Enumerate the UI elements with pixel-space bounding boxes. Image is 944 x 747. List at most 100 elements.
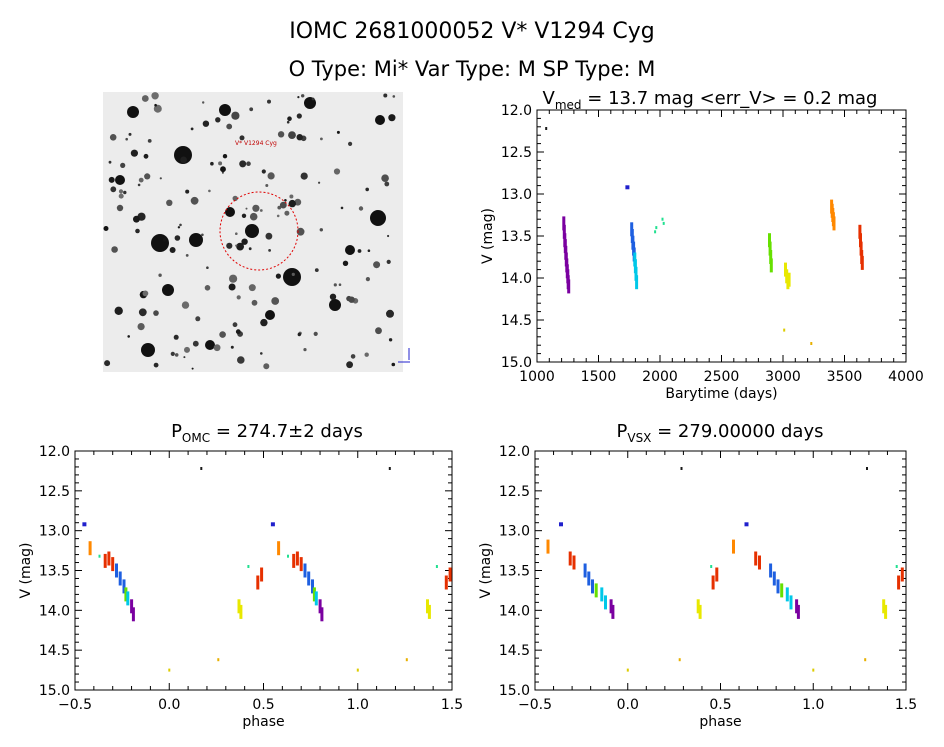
data-point	[287, 554, 289, 558]
star	[391, 362, 396, 367]
x-tick-label: 0.0	[158, 697, 180, 713]
star	[189, 233, 203, 247]
star	[159, 177, 162, 180]
star	[311, 97, 315, 101]
star	[288, 131, 296, 140]
y-tick-label: 13.5	[499, 564, 530, 580]
star	[115, 175, 125, 185]
x-tick-label: 0.0	[617, 697, 639, 713]
data-point	[237, 599, 241, 614]
star	[229, 274, 238, 283]
star	[249, 212, 258, 221]
y-tick-label: 12.5	[499, 484, 530, 500]
star	[120, 162, 126, 168]
star	[252, 204, 260, 212]
star	[249, 107, 254, 112]
star	[357, 249, 362, 253]
data-point	[426, 599, 429, 614]
data-point	[795, 599, 799, 614]
y-tick-label: 13.5	[39, 564, 70, 580]
star	[166, 199, 173, 206]
plot-frame	[536, 109, 907, 363]
star	[296, 113, 302, 119]
star	[271, 297, 280, 305]
star	[241, 213, 247, 218]
star	[174, 235, 181, 241]
y-tick-label: 13.0	[501, 187, 532, 203]
data-point	[787, 272, 791, 287]
star	[235, 232, 238, 235]
data-point	[634, 266, 638, 281]
star	[294, 198, 302, 206]
data-point	[635, 275, 639, 290]
y-axis-label: V (mag)	[480, 208, 496, 264]
star	[210, 161, 214, 166]
star	[123, 190, 127, 195]
data-point	[247, 565, 250, 568]
data-point	[448, 567, 452, 582]
phase-omc-chart: POMC = 274.7±2 days −0.5 0.0 0.5 1.0 1.5 12.0 1…	[18, 421, 463, 730]
star	[237, 356, 245, 364]
chart-title: PVSX = 279.00000 days	[617, 421, 824, 445]
star	[226, 123, 233, 130]
data-point	[609, 599, 613, 614]
star	[208, 189, 211, 193]
data-point	[88, 541, 92, 556]
y-tick-label: 12.0	[501, 103, 532, 119]
star	[154, 103, 157, 107]
star	[141, 95, 149, 102]
data-point	[567, 279, 571, 294]
star	[277, 131, 285, 138]
star	[346, 361, 353, 369]
y-tick-label: 12.0	[39, 444, 70, 460]
data-point	[405, 658, 408, 662]
star	[284, 210, 290, 216]
star	[179, 223, 182, 227]
data-point	[789, 595, 793, 610]
star	[183, 356, 186, 359]
star	[116, 204, 124, 212]
star	[236, 295, 241, 300]
star	[128, 132, 132, 136]
star	[114, 306, 123, 315]
data-point	[583, 563, 587, 578]
data-point	[604, 595, 607, 610]
data-point	[130, 599, 134, 614]
star	[151, 92, 159, 100]
star	[370, 210, 386, 226]
star	[133, 215, 140, 223]
star	[297, 96, 300, 99]
star	[153, 310, 159, 316]
data-point	[866, 467, 868, 470]
lightcurve-chart: Vmed = 13.7 mag <err_V> = 0.2 mag 1000 150…	[480, 88, 924, 402]
phase-vsx-chart: PVSX = 279.00000 days −0.5 0.0 0.5 1.0 1.5 12.…	[478, 421, 917, 730]
star	[248, 284, 256, 292]
data-point	[900, 567, 904, 582]
data-point	[895, 565, 898, 568]
data-point	[810, 342, 813, 345]
star	[220, 166, 226, 173]
star	[174, 353, 179, 357]
star	[260, 318, 268, 327]
star	[300, 172, 308, 180]
star	[153, 104, 162, 113]
star	[219, 331, 226, 338]
star	[143, 153, 149, 159]
data-point	[124, 587, 128, 602]
star	[235, 244, 238, 247]
star	[263, 363, 270, 370]
x-tick-label: 1.5	[441, 697, 463, 713]
star	[147, 139, 152, 143]
data-point	[884, 604, 888, 619]
x-tick-label: 2000	[642, 369, 678, 385]
data-point	[572, 555, 576, 570]
star	[288, 199, 296, 208]
data-point	[103, 553, 107, 568]
data-point	[98, 554, 101, 558]
star	[177, 226, 181, 229]
star	[151, 234, 169, 252]
star	[373, 261, 381, 269]
star	[246, 161, 251, 166]
data-point	[318, 599, 322, 614]
data-point	[277, 541, 281, 556]
